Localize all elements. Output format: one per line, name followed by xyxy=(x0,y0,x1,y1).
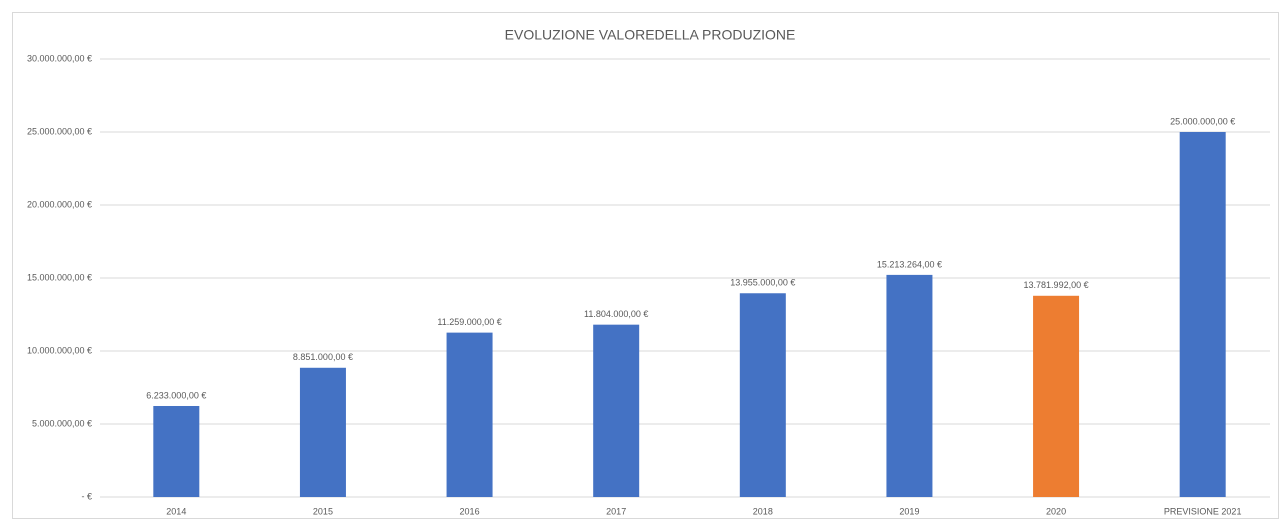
x-tick-label: 2019 xyxy=(899,506,919,516)
x-tick-label: 2017 xyxy=(606,506,626,516)
x-tick-label: 2016 xyxy=(460,506,480,516)
bar xyxy=(446,332,493,497)
x-tick-label: 2018 xyxy=(753,506,773,516)
bar xyxy=(1033,295,1080,497)
bar xyxy=(299,367,346,497)
x-tick-label: 2014 xyxy=(166,506,186,516)
data-label: 25.000.000,00 € xyxy=(1170,116,1235,126)
x-tick-label: 2015 xyxy=(313,506,333,516)
bar xyxy=(1179,132,1226,497)
y-tick-label: 20.000.000,00 € xyxy=(27,199,92,209)
y-tick-label: - € xyxy=(81,491,92,501)
y-tick-label: 25.000.000,00 € xyxy=(27,126,92,136)
data-label: 11.804.000,00 € xyxy=(584,309,648,319)
bar xyxy=(593,324,640,497)
y-tick-label: 30.000.000,00 € xyxy=(27,53,92,63)
data-label: 13.955.000,00 € xyxy=(730,278,795,288)
bar xyxy=(886,274,933,497)
chart-title: EVOLUZIONE VALOREDELLA PRODUZIONE xyxy=(505,27,796,43)
bar xyxy=(739,293,786,497)
chart-frame xyxy=(12,12,1279,519)
y-tick-label: 5.000.000,00 € xyxy=(32,418,92,428)
x-tick-label: 2020 xyxy=(1046,506,1066,516)
data-label: 13.781.992,00 € xyxy=(1024,280,1089,290)
y-tick-label: 15.000.000,00 € xyxy=(27,272,92,282)
x-tick-label: PREVISIONE 2021 xyxy=(1164,506,1242,516)
bar xyxy=(153,405,200,497)
y-tick-label: 10.000.000,00 € xyxy=(27,345,92,355)
data-label: 11.259.000,00 € xyxy=(437,317,501,327)
data-label: 8.851.000,00 € xyxy=(293,352,353,362)
data-label: 6.233.000,00 € xyxy=(146,390,206,400)
data-label: 15.213.264,00 € xyxy=(877,259,942,269)
